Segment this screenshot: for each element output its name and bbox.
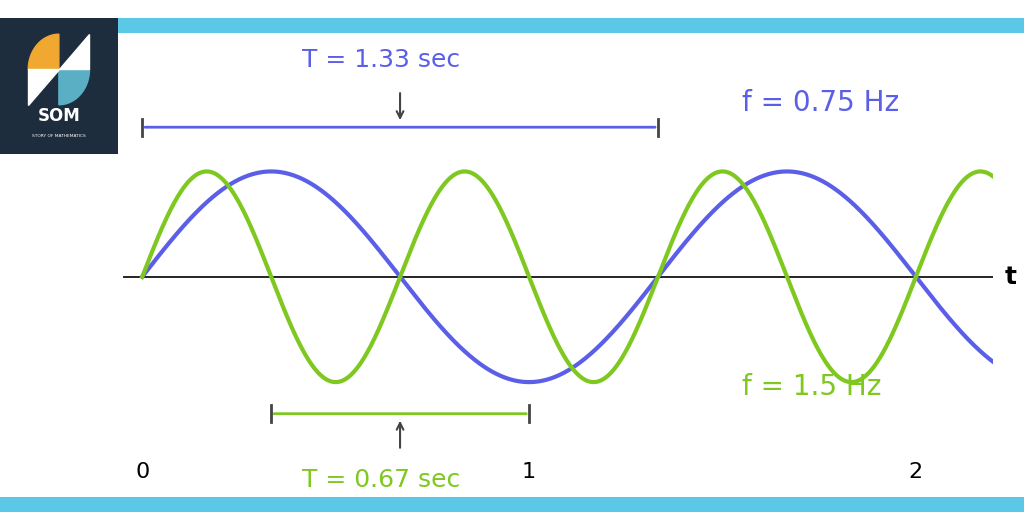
Text: SOM: SOM (38, 106, 80, 124)
Text: STORY OF MATHEMATICS: STORY OF MATHEMATICS (32, 134, 86, 138)
Polygon shape (59, 70, 89, 105)
Text: t: t (1005, 265, 1017, 289)
Text: f = 1.5 Hz: f = 1.5 Hz (741, 373, 882, 401)
Polygon shape (59, 34, 89, 70)
Polygon shape (29, 34, 59, 70)
Text: f = 0.75 Hz: f = 0.75 Hz (741, 89, 899, 117)
Text: T = 0.67 sec: T = 0.67 sec (302, 468, 460, 493)
Polygon shape (29, 70, 59, 105)
Text: T = 1.33 sec: T = 1.33 sec (302, 49, 460, 72)
